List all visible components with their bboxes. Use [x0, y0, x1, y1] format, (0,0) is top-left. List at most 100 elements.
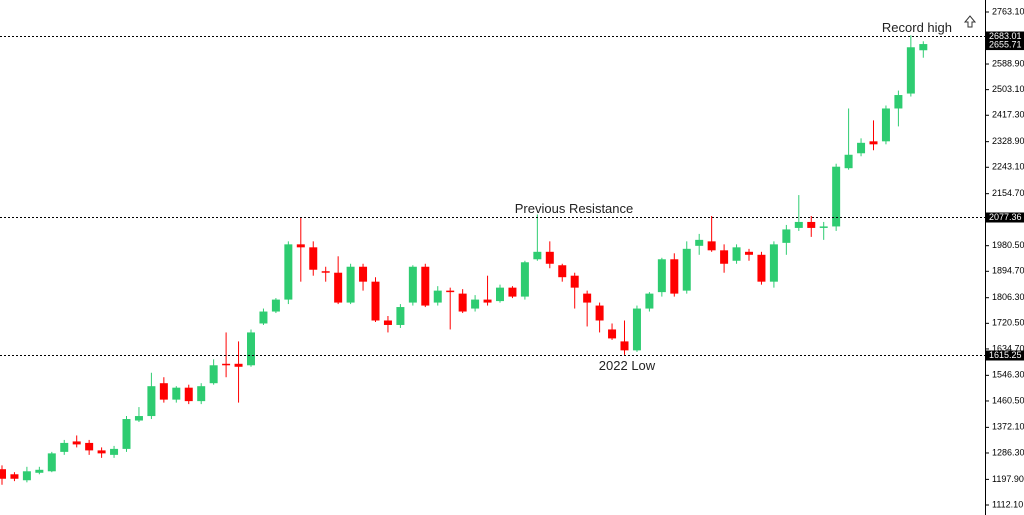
candle-body	[458, 293, 467, 312]
candle-body	[695, 239, 704, 246]
candle-body	[919, 44, 928, 51]
level-label: 2077.36	[989, 212, 1022, 222]
annotation: Record high	[882, 20, 952, 35]
candle-body	[47, 453, 56, 472]
annotation: Previous Resistance	[515, 201, 634, 216]
candle-body	[533, 251, 542, 260]
candle-body	[234, 363, 243, 367]
candle-body	[396, 307, 405, 325]
level-box	[986, 212, 1024, 223]
level-label: 1615.25	[989, 350, 1022, 360]
y-tick-label: 1460.50	[992, 395, 1024, 405]
y-tick-label: 1980.50	[992, 240, 1024, 250]
candle-body	[732, 247, 741, 261]
candle-body	[247, 332, 255, 366]
y-tick-label: 2503.10	[992, 84, 1024, 94]
y-tick-label: 1112.10	[992, 499, 1023, 509]
scroll-icon[interactable]	[963, 15, 977, 28]
candle-body	[583, 293, 592, 303]
candle-body	[894, 95, 903, 109]
y-tick-label: 1806.30	[992, 292, 1024, 302]
candle-body	[97, 450, 106, 454]
candle-body	[147, 386, 156, 417]
y-tick-label: 1720.50	[992, 318, 1024, 328]
candle-body	[309, 247, 318, 270]
candle-body	[0, 469, 6, 479]
candle-body	[371, 281, 380, 321]
candle-body	[545, 251, 554, 264]
candle-body	[85, 442, 94, 451]
candle-body	[10, 474, 19, 479]
candle-body	[134, 416, 143, 421]
y-tick-label: 2763.10	[992, 6, 1024, 16]
last-price-label: 2655.71	[989, 39, 1022, 49]
candle-body	[72, 441, 81, 445]
candle-body	[869, 141, 878, 145]
candle-body	[807, 221, 816, 228]
y-tick-label: 2588.90	[992, 58, 1024, 68]
candle-body	[769, 244, 778, 282]
candle-body	[520, 262, 529, 297]
candle-body	[496, 287, 504, 302]
candle-body	[682, 248, 691, 291]
candle-body	[620, 341, 629, 351]
candle-body	[570, 275, 579, 288]
candle-body	[906, 47, 915, 94]
y-tick-label: 2417.30	[992, 110, 1024, 120]
candle-body	[321, 271, 330, 273]
candle-body	[259, 311, 268, 324]
candle-body	[284, 244, 293, 300]
candle-body	[508, 287, 517, 297]
candle-body	[745, 251, 753, 255]
candle-body	[608, 329, 617, 339]
candle-body	[421, 266, 430, 306]
candle-body	[595, 305, 604, 321]
y-tick-label: 1546.30	[992, 370, 1024, 380]
candle-body	[122, 419, 131, 449]
y-tick-label: 1286.30	[992, 447, 1024, 457]
candle-body	[408, 266, 417, 303]
candle-body	[844, 154, 853, 169]
y-tick-label: 1634.70	[992, 343, 1024, 353]
candle-body	[471, 299, 480, 309]
candle-body	[832, 166, 841, 227]
level-box	[986, 350, 1024, 361]
candle-body	[794, 221, 803, 228]
candle-body	[645, 293, 654, 309]
candle-body	[632, 308, 641, 351]
candle-body	[857, 142, 866, 154]
last-price-box	[986, 40, 1024, 51]
candle-body	[22, 471, 31, 481]
candle-body	[383, 320, 392, 325]
candle-body	[346, 266, 355, 303]
candle-body	[35, 469, 44, 473]
candle-body	[720, 250, 729, 264]
candle-body	[707, 241, 716, 251]
candle-body	[757, 254, 766, 282]
candle-body	[296, 244, 305, 248]
candle-body	[271, 299, 280, 312]
candle-body	[670, 259, 679, 294]
candle-body	[433, 290, 442, 303]
candle-body	[359, 266, 368, 282]
candle-body	[657, 259, 666, 293]
candle-body	[558, 265, 567, 278]
y-tick-label: 2328.90	[992, 136, 1024, 146]
candle-body	[819, 226, 828, 228]
candle-body	[197, 386, 206, 402]
candle-body	[222, 363, 231, 366]
candle-body	[782, 229, 791, 243]
candle-body	[209, 365, 218, 384]
candle-body	[184, 387, 193, 402]
candle-body	[110, 448, 119, 455]
y-tick-label: 1372.10	[992, 422, 1024, 432]
y-tick-label: 2243.10	[992, 162, 1024, 172]
candle-body	[159, 383, 168, 400]
y-tick-label: 1894.70	[992, 266, 1024, 276]
candle-body	[172, 387, 181, 400]
candle-body	[483, 299, 492, 303]
candle-body	[446, 290, 455, 293]
y-tick-label: 1197.90	[992, 474, 1024, 484]
